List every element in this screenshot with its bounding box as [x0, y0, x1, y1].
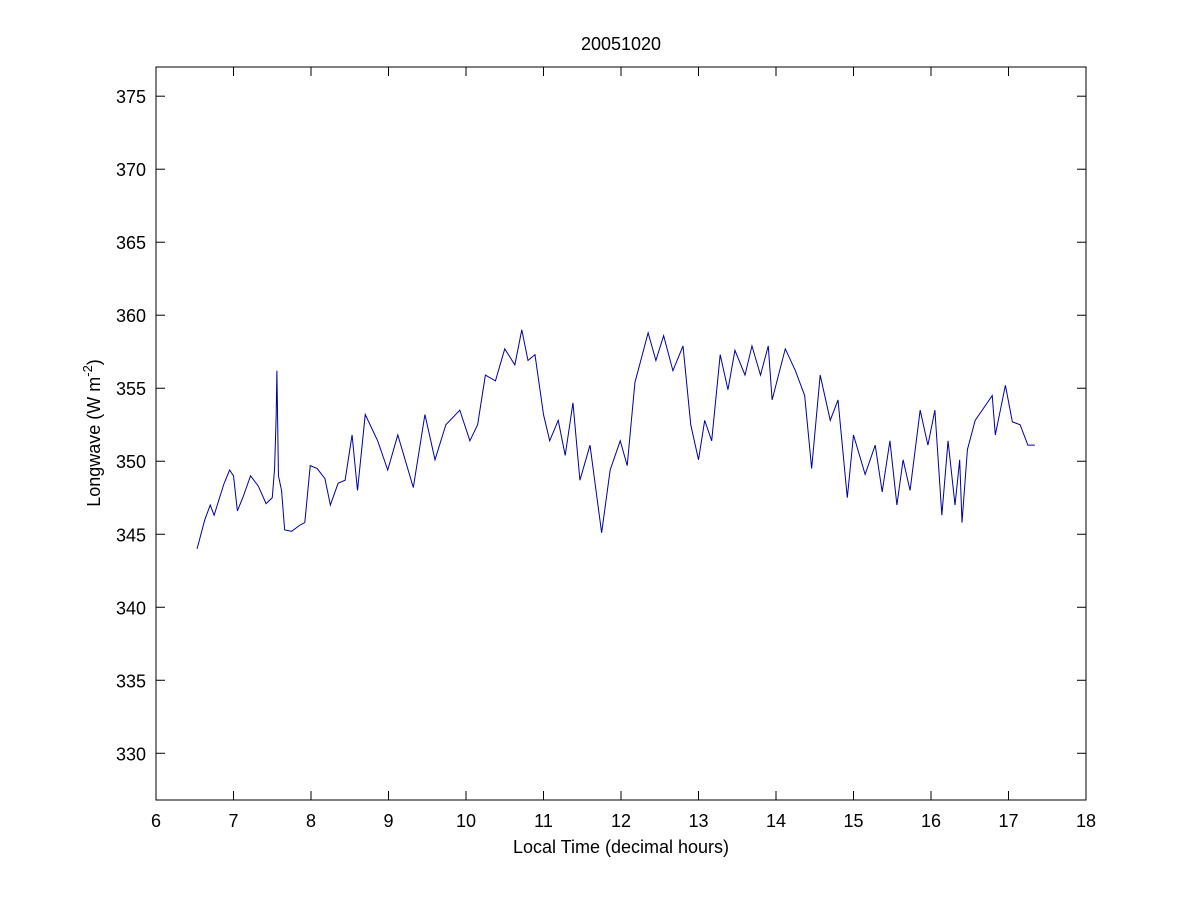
x-tick-label: 7 — [228, 811, 238, 831]
x-tick-label: 16 — [921, 811, 941, 831]
chart-title: 20051020 — [581, 34, 661, 54]
y-tick-label: 350 — [116, 452, 146, 472]
x-tick-label: 11 — [534, 811, 553, 831]
y-tick-label: 340 — [116, 598, 146, 618]
data-line — [196, 329, 1035, 549]
x-tick-label: 10 — [456, 811, 476, 831]
y-tick-label: 345 — [116, 525, 146, 545]
y-tick-label: 355 — [116, 379, 146, 399]
y-tick-label: 375 — [116, 87, 146, 107]
y-axis-label-part: Longwave (W m — [84, 377, 104, 507]
y-tick-label: 370 — [116, 160, 146, 180]
x-axis-label: Local Time (decimal hours) — [513, 837, 729, 857]
x-tick-label: 12 — [611, 811, 631, 831]
y-tick-label: 360 — [116, 306, 146, 326]
y-axis-label: Longwave (W m-2) — [80, 359, 104, 507]
x-tick-label: 13 — [688, 811, 708, 831]
plot-frame — [155, 66, 1087, 801]
y-axis-label-superscript: -2 — [80, 365, 95, 377]
y-tick-label: 335 — [116, 671, 146, 691]
x-tick-label: 15 — [843, 811, 863, 831]
y-axis-label-part: ) — [84, 359, 104, 365]
y-tick-label: 330 — [116, 744, 146, 764]
x-tick-label: 14 — [766, 811, 786, 831]
x-tick-label: 17 — [998, 811, 1018, 831]
x-tick-label: 8 — [306, 811, 316, 831]
x-tick-label: 6 — [151, 811, 161, 831]
y-tick-label: 365 — [116, 233, 146, 253]
x-tick-label: 9 — [383, 811, 393, 831]
x-tick-label: 18 — [1076, 811, 1096, 831]
